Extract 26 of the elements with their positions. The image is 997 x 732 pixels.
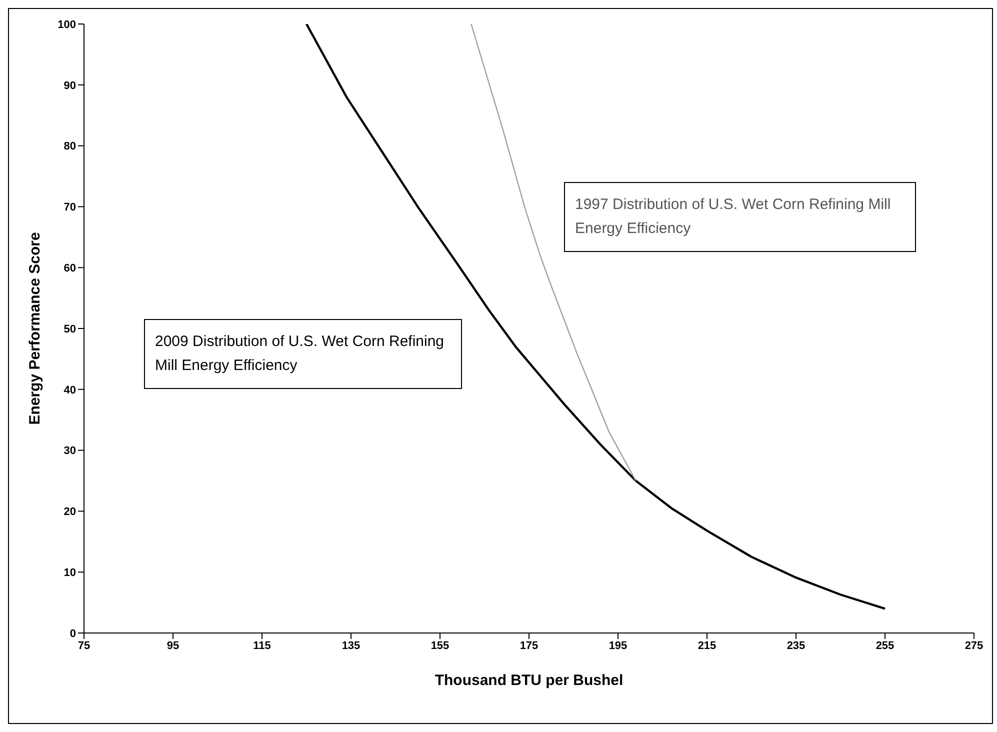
x-tick-label: 215 — [698, 640, 716, 652]
y-tick-label: 90 — [64, 80, 76, 92]
x-tick-label: 135 — [342, 640, 360, 652]
x-axis-title: Thousand BTU per Bushel — [434, 672, 624, 689]
x-tick-label: 255 — [876, 640, 894, 652]
y-tick-label: 70 — [64, 202, 76, 214]
y-tick-label: 30 — [64, 445, 76, 458]
x-tick-label: 95 — [166, 640, 180, 652]
y-tick-label: 20 — [64, 506, 76, 518]
x-tick-label: 155 — [430, 640, 450, 652]
x-tick-label: 275 — [964, 640, 984, 652]
x-tick-label: 195 — [608, 640, 628, 652]
annotation: 2009 Distribution of U.S. Wet Corn Refining Mill Energy Efficiency — [144, 319, 462, 389]
annotation: 1997 Distribution of U.S. Wet Corn Refining Mill Energy Efficiency — [564, 182, 916, 252]
x-tick-label: 175 — [520, 640, 538, 652]
y-tick-label: 100 — [58, 18, 76, 31]
y-tick-label: 10 — [64, 567, 76, 580]
x-tick-label: 75 — [78, 640, 90, 652]
x-tick-label: 235 — [786, 640, 806, 652]
x-tick-label: 115 — [253, 640, 271, 652]
y-tick-label: 0 — [70, 628, 76, 640]
y-tick-label: 50 — [64, 323, 76, 336]
y-tick-label: 80 — [64, 140, 76, 153]
y-tick-label: 40 — [64, 384, 76, 396]
y-tick-label: 60 — [64, 262, 76, 275]
y-axis-title: Energy Performance Score — [26, 232, 44, 425]
